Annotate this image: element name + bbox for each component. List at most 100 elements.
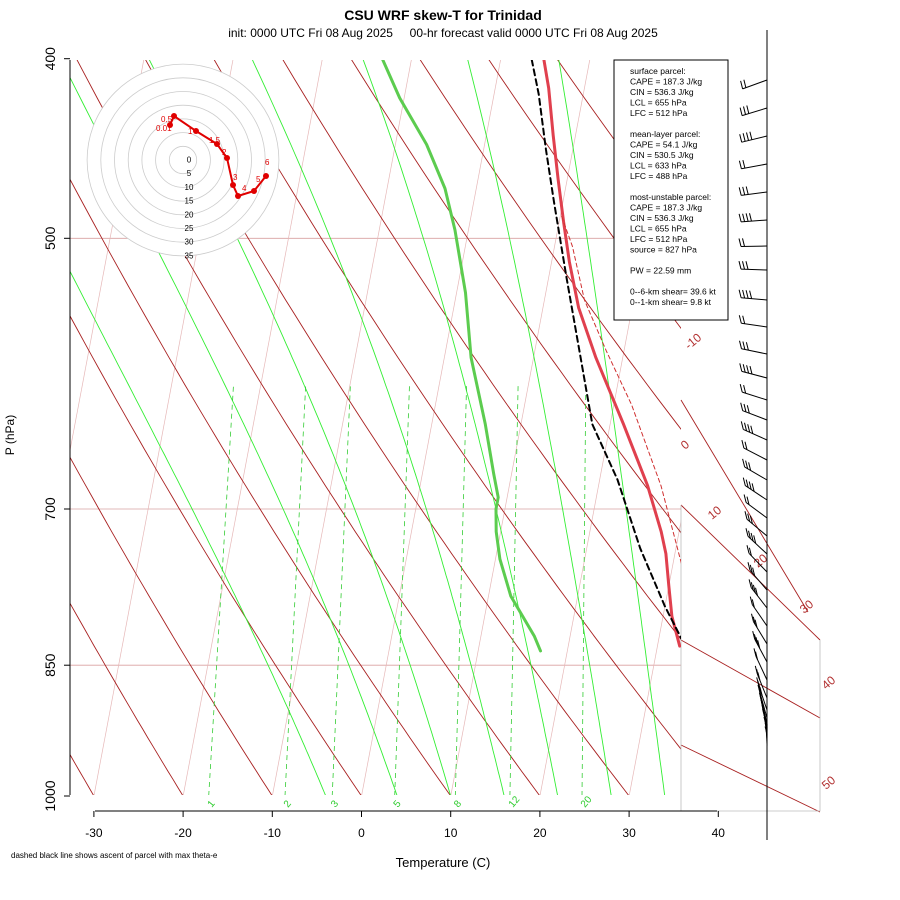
hodograph-background (87, 64, 279, 256)
wind-barb-flag (764, 715, 768, 725)
wind-barb-flag (746, 496, 750, 505)
x-tick-label: 40 (712, 826, 726, 840)
wind-barb-staff (749, 569, 768, 591)
dry-adiabat (76, 60, 540, 795)
wind-barb-staff (743, 428, 768, 441)
hodograph-ring (168, 145, 198, 175)
moist-adiabat (362, 60, 558, 795)
wind-barb-flag (757, 640, 761, 649)
wind-barb-flag (740, 402, 744, 411)
wind-barb-flag (749, 213, 752, 222)
wind-barb-flag (752, 616, 756, 625)
data-clip (381, 60, 681, 653)
hodograph-height-label: 6 (265, 158, 270, 167)
wind-barb-flag (745, 528, 749, 537)
wind-barb-flag (745, 186, 749, 195)
wind-barb-flag (752, 630, 756, 640)
hodograph-ring-label: 30 (185, 238, 194, 247)
axes: 1001502002503004005007008501000-30-20-10… (42, 47, 726, 840)
wind-barb-staff (741, 191, 768, 196)
stats-line: most-unstable parcel: (630, 192, 711, 202)
isotherm-line (889, 0, 900, 835)
hodograph-ring (141, 118, 225, 202)
wind-barb-flag (739, 363, 743, 372)
wind-barb-flag (743, 384, 747, 394)
stats-line: LCL = 633 hPa (630, 161, 687, 171)
stats-line: CAPE = 54.1 J/kg (630, 140, 698, 150)
wind-barb-flag (748, 530, 751, 539)
y-tick-label: 400 (42, 47, 58, 71)
wind-barb-flag (757, 672, 761, 681)
y-tick-label: 700 (42, 497, 58, 521)
wind-barb-staff (742, 79, 768, 90)
wind-barb-flag (758, 688, 762, 697)
wind-barb-flag (750, 582, 754, 591)
wind-barb-flag (749, 290, 753, 299)
wind-barb-flag (744, 441, 748, 450)
wind-barb (744, 511, 768, 537)
wind-barb-flag (748, 481, 752, 490)
hodograph-height-label: 5 (256, 175, 261, 184)
isotherm-label: 30 (797, 597, 816, 617)
wind-barb-staff (740, 268, 768, 271)
moist-adiabat (70, 270, 326, 795)
mixing-ratio-label: 1 (206, 798, 218, 810)
wind-barb-flag (742, 261, 745, 270)
wind-barb-flag (738, 160, 742, 169)
hodograph-point (171, 113, 177, 119)
wind-barb-flag (742, 213, 746, 222)
hodograph-ring-label: 25 (185, 224, 194, 233)
stats-line: CIN = 536.3 J/kg (630, 87, 694, 97)
extended-isotherm-line (680, 504, 821, 641)
wind-barb (741, 439, 768, 461)
wind-barb-flag (754, 619, 758, 628)
wind-barb-staff (759, 692, 768, 719)
wind-barb (753, 648, 768, 681)
dry-adiabat (70, 178, 451, 795)
hodograph-ring (86, 63, 280, 257)
moist-adiabat (70, 76, 398, 795)
wind-barb-staff (743, 447, 768, 461)
hodograph-point (167, 122, 173, 128)
wind-barb-flag (745, 460, 749, 469)
hodograph-point (263, 173, 269, 179)
stats-line: LCL = 655 hPa (630, 98, 687, 108)
wind-barb (746, 545, 768, 573)
wind-barb-flag (749, 365, 753, 375)
hodograph-height-label: 0.01 (156, 124, 172, 133)
wind-barb-flag (745, 261, 749, 270)
wind-barb (747, 562, 768, 591)
wind-barb-flag (750, 532, 754, 542)
wind-barb-flag (751, 613, 754, 622)
mixing-ratio-label: 12 (507, 794, 523, 810)
mixing-ratio-line (284, 384, 307, 795)
virtual-temperature-line (560, 213, 681, 564)
dry-adiabat (145, 60, 629, 795)
wind-barb (739, 383, 768, 401)
mixing-ratio-line (581, 384, 587, 795)
mixing-ratio-line (331, 384, 351, 795)
wind-barb-flag (746, 405, 750, 414)
hodograph-ring-label: 10 (185, 183, 194, 192)
x-tick-label: 10 (444, 826, 458, 840)
wind-barb-flag (753, 648, 757, 657)
wind-barb-flag (752, 567, 756, 576)
wind-barb (757, 684, 768, 719)
wind-barb-staff (747, 535, 768, 555)
wind-barb (743, 494, 768, 519)
dewpoint-line (381, 60, 542, 653)
wind-barb-flag (745, 213, 749, 222)
wind-barbs (738, 30, 768, 840)
hodograph-height-label: 1.5 (209, 136, 221, 145)
stats-line: 0--6-km shear= 39.6 kt (630, 287, 716, 297)
wind-barb-flag (738, 289, 742, 298)
wind-barb-flag (742, 458, 746, 468)
wind-barb-staff (740, 245, 768, 247)
hodograph-ring-label: 0 (187, 156, 192, 165)
wind-barb (738, 186, 768, 196)
wind-barb-flag (749, 596, 753, 605)
hodograph-height-label: 1 (188, 127, 193, 136)
y-axis-label: P (hPa) (3, 415, 17, 455)
wind-barb-flag (753, 535, 757, 544)
